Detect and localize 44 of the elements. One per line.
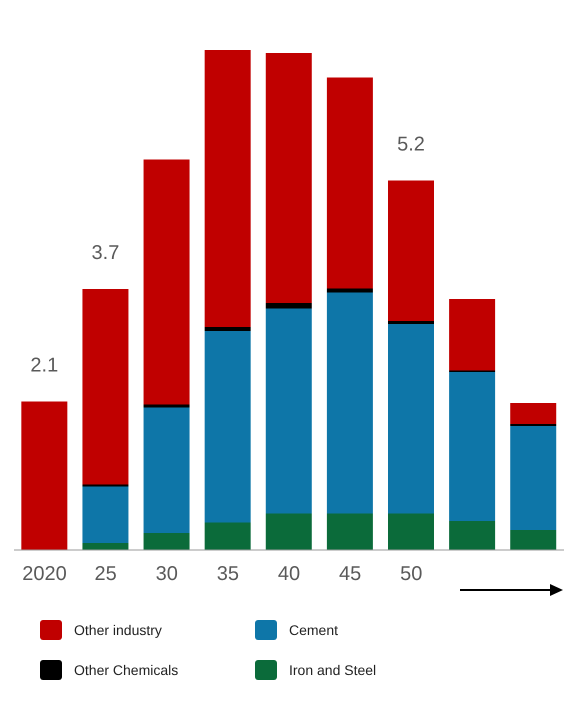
bar [388, 514, 434, 550]
bar [82, 486, 128, 543]
annotation: 5.2 [397, 134, 425, 156]
bar [449, 521, 496, 550]
annotation: 2.1 [30, 354, 58, 376]
bar [510, 530, 556, 550]
bar [510, 426, 556, 530]
legend-label: Cement [289, 622, 338, 638]
legend-label: Iron and Steel [289, 662, 376, 678]
bar [266, 303, 312, 308]
bar [204, 327, 251, 331]
bar [326, 514, 373, 550]
bar [266, 308, 312, 514]
annotation: 3.7 [92, 242, 120, 264]
bar [144, 160, 190, 404]
bar [326, 288, 373, 292]
legend-label: Other Chemicals [74, 662, 178, 678]
bar [144, 404, 190, 408]
bar [266, 53, 312, 303]
bar [144, 408, 190, 533]
x-tick-label: 50 [400, 563, 422, 586]
x-tick-label: 35 [216, 563, 240, 586]
bar [204, 331, 251, 522]
x-tick-label: 30 [156, 563, 178, 586]
bar [204, 50, 251, 327]
x-tick-label: 2020 [22, 563, 67, 586]
bar [449, 372, 496, 521]
bar [449, 299, 496, 370]
bar [326, 292, 373, 514]
bar [326, 78, 373, 288]
bar [144, 533, 190, 550]
bar [82, 543, 128, 550]
bar [510, 403, 556, 424]
bar [388, 321, 434, 324]
bar [204, 522, 251, 550]
bar [21, 402, 68, 550]
legend-label: Other industry [74, 622, 162, 638]
bar [388, 324, 434, 514]
x-tick-label: 45 [338, 563, 362, 586]
x-tick-label: 25 [94, 563, 117, 586]
x-tick-label: 40 [278, 563, 300, 586]
bar [266, 514, 312, 550]
bar [388, 180, 434, 321]
bar [82, 289, 128, 484]
